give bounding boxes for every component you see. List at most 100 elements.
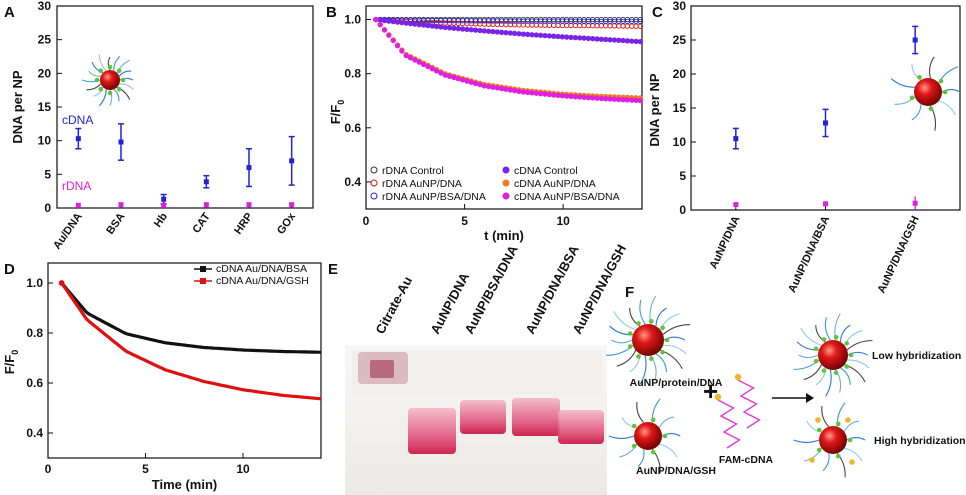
gel-band [408,408,456,454]
gold-nanoparticle [100,70,120,90]
dna-strand [610,339,633,344]
ligand-dot [94,77,100,83]
panel-b-data-point [624,23,631,29]
panel-b-data-point [485,28,492,34]
panel-b-data-point [620,97,626,103]
panel-b-data-point [503,30,509,36]
panel-b-data-point [403,20,409,26]
panel-b-data-point [607,37,613,43]
panel-b-data-point [438,24,444,30]
ligand-dot [120,77,126,83]
panel-d-series-line [60,282,322,401]
panel-b-data-point [416,21,422,28]
panel-b-data-point [399,48,405,54]
panel-b-data-point [381,27,388,33]
panel-b-data-point [490,28,496,35]
panel-b-data-point [425,63,431,70]
dna-strand [911,104,922,121]
panel-d-xlabel: Time (min) [152,477,218,492]
panel-b-data-point [629,38,635,44]
ligand-dot [816,447,822,453]
panel-b-data-point [407,20,414,27]
panel-a-cdna-point [118,139,124,145]
panel-b-data-point [529,32,535,38]
panel-c-ytick-label: 5 [679,169,686,183]
dna-strand [613,310,636,331]
panel-b-data-point [559,34,566,40]
panel-b-data-point [455,25,461,32]
panel-a-xtick-label: GOx [275,210,299,237]
panel-b-data-point [633,23,639,29]
dna-strand [825,369,832,397]
panel-f-arrow-head [806,393,814,403]
panel-b-xtick-label: 10 [556,214,570,228]
panel-b-data-point [598,23,605,29]
panel-b-data-point [585,35,592,42]
ligand-dot [650,417,656,423]
panel-b-data-point [629,97,635,103]
panel-b-data-point [633,38,639,45]
panel-a-letter: A [4,4,15,21]
panel-a-xtick-label: CAT [190,211,212,236]
panel-d-legend-marker [200,278,206,284]
panel-a-xtick-label: Au/DNA [51,211,85,252]
dna-strand [113,56,121,71]
dna-strand [98,89,107,107]
panel-b-data-point [581,94,587,100]
panel-b-data-point [425,22,431,29]
dna-strand [119,83,134,91]
panel-b-data-point [572,34,579,41]
panel-f-protein-label: AuNP/protein/DNA [630,377,723,389]
panel-a-ytick-label: 25 [38,33,52,47]
panel-d-ylabel: F/F0 [2,350,20,375]
panel-b-data-point [616,96,622,103]
panel-a-xtick-label: Hb [152,211,170,230]
panel-c-cdna-point [733,136,739,142]
panel-b-data-point [451,25,457,31]
panel-b-data-point [481,28,487,34]
panel-c-ytick-label: 0 [679,203,686,217]
panel-b-data-point [507,87,513,93]
panel-b-data-point [590,23,596,29]
panel-b-data-point [551,33,557,39]
panel-c-frame [690,5,961,211]
panel-b-data-point [637,97,644,104]
panel-b-data-point [542,32,548,39]
panel-b-data-point [564,34,570,40]
panel-b-data-point [551,22,557,29]
ligand-dot [816,427,822,433]
dna-strand [662,324,691,335]
gold-nanoparticle [818,340,848,370]
panel-a-cdna-label: cDNA [62,113,93,127]
panel-a-rdna-point [289,202,295,208]
dna-strand [113,88,120,102]
ligand-dot [821,368,827,373]
panel-b-data-point [433,23,440,30]
panel-c-cdna-point [912,37,918,43]
panel-f-fam-cdna-strand [717,399,741,449]
ligand-dot [844,364,850,369]
panel-b-legend-label: rDNA AuNP/BSA/DNA [382,191,486,203]
gold-nanoparticle [914,78,942,106]
panel-b-data-point [498,85,505,92]
dna-strand [843,420,860,433]
dna-strand [608,435,635,439]
panel-b-data-point [472,27,479,33]
panel-d-series-0 [58,280,322,354]
ligand-dot [660,325,665,331]
panel-a-xtick-label: HRP [232,211,255,237]
panel-f-protein-nanoparticle [605,295,691,385]
panel-b-data-point [472,80,479,87]
panel-b-legend-marker [370,192,378,200]
panel-f-high-label: High hybridization [874,435,966,447]
panel-f-low-label: Low hybridization [872,350,961,362]
panel-b-data-point [598,36,605,42]
ligand-dot [813,346,819,352]
panel-d-ytick-label: 0.8 [26,326,43,340]
gel-band [558,410,604,444]
panel-a-nanoparticle-illustration [81,54,134,107]
gel-citrate-aggregate-core [370,360,394,378]
panel-b-ytick-label: 1.0 [344,13,361,27]
panel-b-data-point [620,37,626,44]
